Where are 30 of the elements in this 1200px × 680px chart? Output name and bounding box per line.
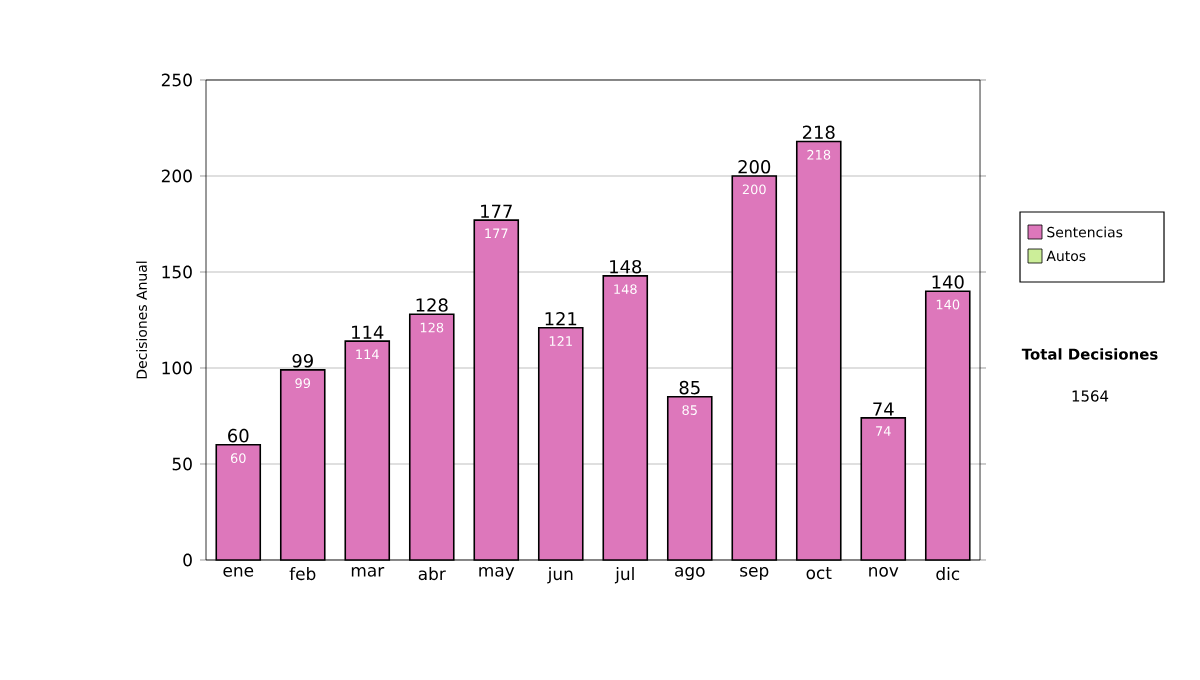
total-label: 200 [738, 160, 771, 174]
x-tick-label: jun [547, 567, 573, 584]
total-label: 128 [416, 298, 448, 312]
y-tick-label: 100 [162, 361, 192, 375]
total-label: 148 [610, 259, 642, 274]
total-label: 218 [802, 125, 835, 140]
total-label: 85 [679, 380, 700, 395]
total-label: 99 [292, 353, 313, 368]
x-tick-label: nov [869, 567, 899, 577]
x-tick-label: dic [936, 567, 960, 581]
total-label: 140 [932, 275, 964, 289]
total-label: 121 [545, 311, 577, 326]
y-tick-label: 0 [183, 553, 192, 567]
total-label: 114 [352, 325, 384, 339]
x-tick-label: mar [351, 567, 385, 577]
x-tick-label: ago [675, 567, 705, 581]
total-label: 60 [228, 428, 249, 443]
y-tick-label: 200 [161, 169, 192, 183]
y-tick-label: 150 [162, 265, 192, 279]
x-tick-label: oct [806, 567, 832, 580]
x-tick-label: abr [418, 567, 446, 581]
x-tick-label: sep [740, 567, 769, 581]
total-label: 177 [481, 204, 512, 218]
x-tick-label: may [479, 567, 515, 581]
y-tick-label: 250 [161, 73, 192, 87]
y-tick-label: 50 [172, 457, 192, 471]
x-tick-label: jul [614, 567, 634, 584]
total-label: 74 [873, 402, 894, 416]
x-tick-label: feb [289, 567, 316, 581]
x-tick-label: ene [223, 567, 254, 577]
